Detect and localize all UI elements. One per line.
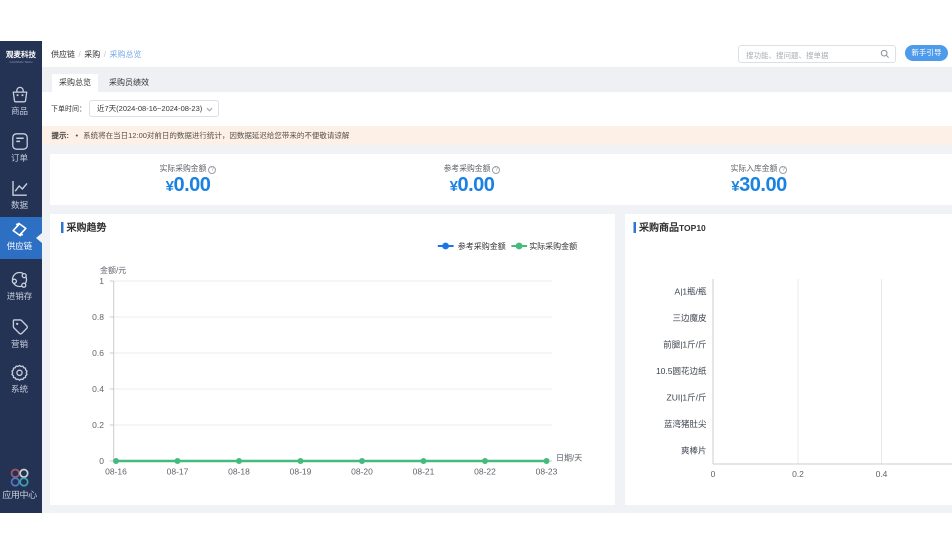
svg-text:08-17: 08-17 bbox=[167, 467, 189, 477]
svg-text:1: 1 bbox=[99, 276, 104, 286]
svg-text:0: 0 bbox=[99, 456, 104, 466]
svg-text:08-16: 08-16 bbox=[105, 467, 127, 477]
svg-text:08-18: 08-18 bbox=[228, 467, 250, 477]
svg-text:08-22: 08-22 bbox=[474, 467, 496, 477]
svg-text:采购趋势: 采购趋势 bbox=[66, 221, 107, 234]
svg-text:实际采购金额: 实际采购金额 bbox=[529, 241, 577, 251]
svg-text:08-20: 08-20 bbox=[351, 467, 373, 477]
svg-text:0.2: 0.2 bbox=[792, 469, 804, 479]
svg-text:0.4: 0.4 bbox=[92, 384, 104, 394]
svg-text:0.4: 0.4 bbox=[875, 469, 887, 479]
svg-text:三边魔皮: 三边魔皮 bbox=[672, 313, 707, 323]
svg-text:08-19: 08-19 bbox=[290, 467, 312, 477]
svg-text:ZUI|1斤/斤: ZUI|1斤/斤 bbox=[666, 393, 706, 403]
svg-text:金额/元: 金额/元 bbox=[100, 265, 126, 275]
svg-text:日期/天: 日期/天 bbox=[556, 454, 582, 463]
svg-text:爽棒片: 爽棒片 bbox=[680, 446, 706, 456]
svg-text:蓝湾猪肚尖: 蓝湾猪肚尖 bbox=[663, 419, 706, 429]
svg-text:0.6: 0.6 bbox=[92, 348, 104, 358]
svg-text:0.2: 0.2 bbox=[92, 420, 104, 430]
svg-text:08-23: 08-23 bbox=[536, 467, 558, 477]
svg-text:采购商品TOP10: 采购商品TOP10 bbox=[638, 221, 706, 234]
svg-text:前腿|1斤/斤: 前腿|1斤/斤 bbox=[663, 340, 706, 350]
svg-text:0: 0 bbox=[710, 469, 715, 479]
svg-text:08-21: 08-21 bbox=[413, 467, 435, 477]
svg-text:A|1瓶/瓶: A|1瓶/瓶 bbox=[674, 287, 706, 297]
svg-text:0.8: 0.8 bbox=[92, 312, 104, 322]
svg-text:参考采购金额: 参考采购金额 bbox=[458, 241, 506, 251]
svg-text:10.5圆花边纸: 10.5圆花边纸 bbox=[655, 366, 706, 376]
